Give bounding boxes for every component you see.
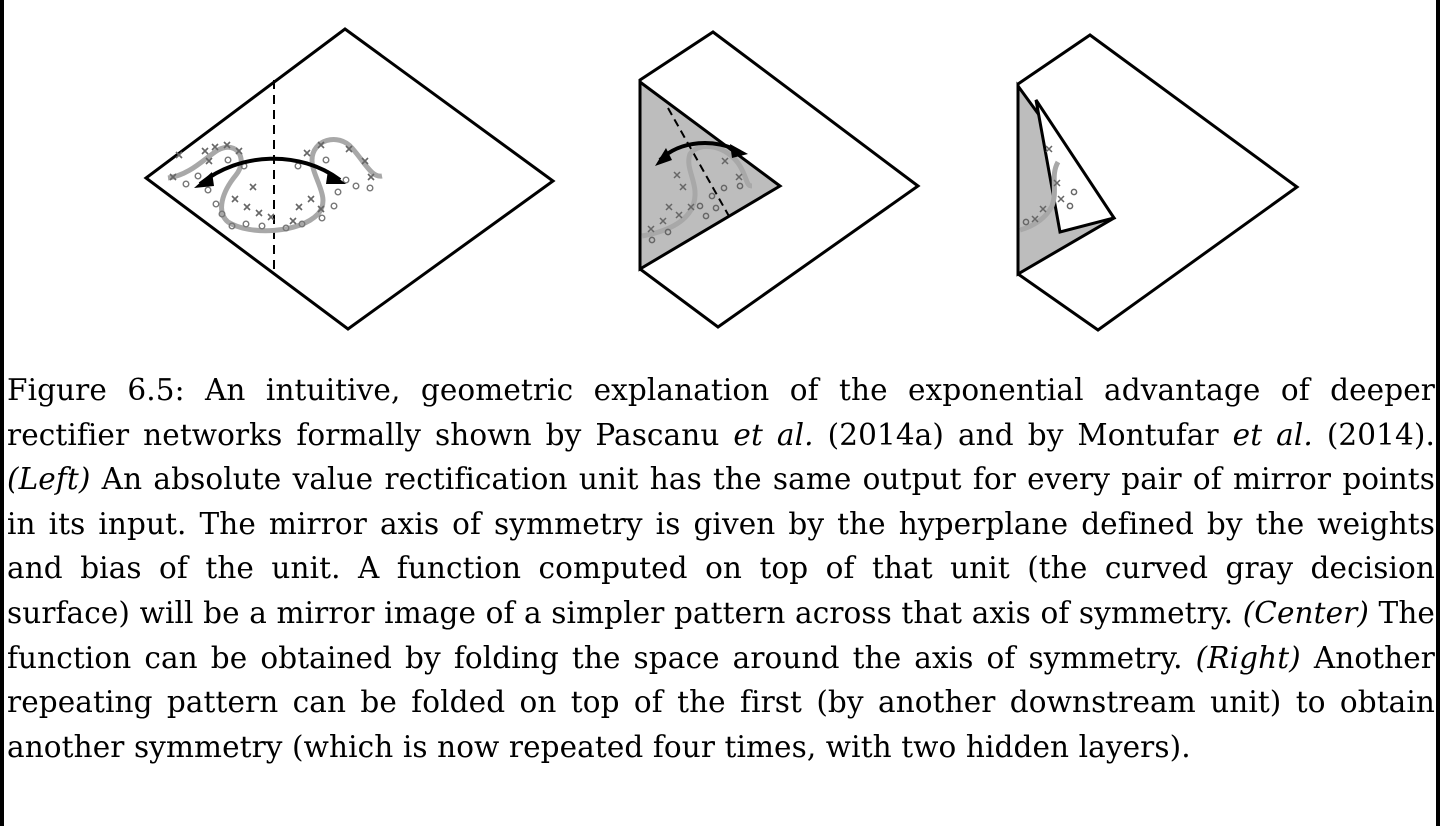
center-arrow-head-right: [730, 144, 748, 158]
left-description: An absolute value rectification unit has…: [7, 462, 1435, 630]
citation-etal-1: et al.: [733, 417, 814, 452]
center-panel: [638, 30, 921, 329]
center-tag: (Center): [1242, 595, 1369, 630]
left-mirror-arrow: [198, 156, 342, 186]
center-decision-curve: [641, 143, 753, 239]
center-markers: [647, 157, 744, 244]
fold-illustration: [143, 27, 1300, 332]
figure-label: Figure 6.5:: [7, 373, 185, 407]
left-arrow-head-left: [194, 172, 214, 188]
right-decision-curve: [1019, 160, 1061, 233]
right-description: Another repeating pattern can be folded …: [7, 640, 1435, 764]
center-arrow-head-left: [655, 148, 672, 166]
citation-etal-2: et al.: [1232, 417, 1313, 452]
caption-citation-2: (2014).: [1312, 417, 1435, 452]
left-panel: [143, 27, 556, 331]
left-tag: (Left): [7, 462, 91, 497]
left-cross-markers: [169, 141, 375, 225]
left-circle-markers: [182, 156, 374, 232]
caption-intro: An intuitive, geometric explanation of t…: [7, 373, 1435, 452]
caption-citation-1: (2014a) and by Montufar: [813, 417, 1233, 452]
center-description: The function can be obtained by folding …: [7, 595, 1435, 675]
figure-caption: Figure 6.5: An intuitive, geometric expl…: [7, 368, 1435, 769]
right-markers: [1022, 145, 1078, 226]
right-tag: (Right): [1195, 640, 1301, 675]
center-mirror-axis: [667, 107, 731, 219]
left-diamond: [143, 27, 556, 331]
right-panel: [1016, 33, 1300, 332]
left-arrow-head-right: [326, 170, 346, 184]
